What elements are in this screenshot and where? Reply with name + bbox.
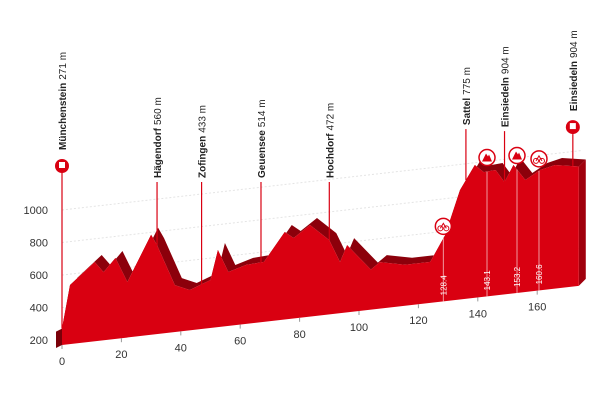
place-name: Zofingen <box>198 136 209 178</box>
sprint-icon <box>532 157 539 164</box>
place-name: Münchenstein <box>58 83 69 150</box>
x-tick-label: 140 <box>469 308 487 320</box>
x-tick-label: 60 <box>234 336 246 348</box>
place-elevation: 433 m <box>198 105 209 133</box>
place-icon-flag <box>59 162 65 168</box>
climb-icon <box>512 151 523 160</box>
place-label: Einsiedeln 904 m <box>501 46 512 127</box>
place-elevation: 514 m <box>257 99 268 127</box>
place-label: Hochdorf 472 m <box>325 103 336 178</box>
place-label: Zofingen 433 m <box>198 105 209 178</box>
sprint-icon <box>439 222 447 229</box>
place-name: Sattel <box>462 98 473 125</box>
x-tick-label: 0 <box>59 356 65 368</box>
x-tick-label: 20 <box>115 349 127 361</box>
climb-icon <box>482 153 493 162</box>
y-tick-label: 800 <box>30 238 48 250</box>
place-elevation: 472 m <box>325 103 336 131</box>
place-elevation: 271 m <box>58 52 69 80</box>
place-name: Hochdorf <box>325 133 336 178</box>
place-label: Hägendorf 560 m <box>153 97 164 178</box>
place-elevation: 775 m <box>462 67 473 95</box>
x-tick-label: 40 <box>175 342 187 354</box>
place-elevation: 904 m <box>501 46 512 74</box>
place-name: Einsiedeln <box>501 77 512 127</box>
profile-top <box>62 157 586 329</box>
x-tick-label: 120 <box>409 315 427 327</box>
place-label: Sattel 775 m <box>462 67 473 125</box>
sprint-icon <box>535 154 543 162</box>
checkpoint-icon <box>434 217 453 236</box>
x-tick-label: 160 <box>528 302 546 314</box>
place-icon-flag <box>569 123 576 130</box>
profile-area <box>62 164 579 345</box>
checkpoint-label: 128.4 <box>439 275 448 296</box>
place-name: Hägendorf <box>153 127 164 178</box>
grid-line <box>61 182 582 244</box>
place-name: Geuensee <box>257 130 268 178</box>
profile-left <box>56 328 62 348</box>
sprint-icon <box>538 157 545 164</box>
checkpoint-label: 153.2 <box>513 266 522 287</box>
place-label: Münchenstein 271 m <box>58 52 69 150</box>
checkpoint-icon <box>530 150 548 168</box>
y-tick-label: 200 <box>30 335 48 347</box>
x-tick-label: 80 <box>293 329 305 341</box>
sprint-icon <box>443 225 450 232</box>
checkpoint-label: 160.6 <box>535 264 544 285</box>
sprint-icon <box>437 225 444 232</box>
place-label: Geuensee 514 m <box>257 99 268 178</box>
grid-line <box>61 150 582 211</box>
profile-side <box>578 159 586 286</box>
place-elevation: 560 m <box>153 97 164 125</box>
place-elevation: 904 m <box>569 30 580 58</box>
checkpoint-label: 143.1 <box>483 270 492 291</box>
y-tick-label: 400 <box>30 303 48 315</box>
y-tick-label: 600 <box>30 270 48 282</box>
x-tick-label: 100 <box>350 322 368 334</box>
place-label: Einsiedeln 904 m <box>569 30 580 111</box>
y-tick-label: 1000 <box>24 205 48 217</box>
place-name: Einsiedeln <box>569 61 580 111</box>
